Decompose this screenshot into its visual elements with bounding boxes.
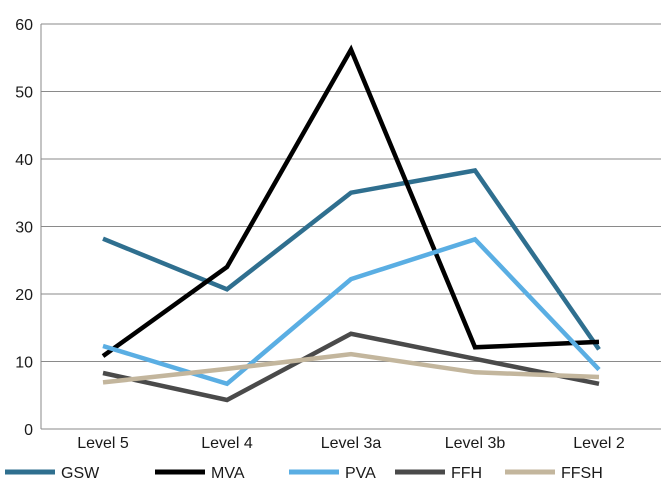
x-tick-label: Level 2 <box>573 435 625 452</box>
y-tick-label: 20 <box>15 287 33 304</box>
legend-label-ffh: FFH <box>451 465 482 482</box>
x-tick-label: Level 3a <box>321 435 382 452</box>
x-tick-label: Level 4 <box>201 435 253 452</box>
legend: GSW MVA PVA FFH FFSH <box>5 465 603 482</box>
y-tick-label: 10 <box>15 355 33 372</box>
legend-label-mva: MVA <box>211 465 245 482</box>
legend-label-gsw: GSW <box>61 465 100 482</box>
x-axis: Level 5 Level 4 Level 3a Level 3b Level 2 <box>41 428 661 452</box>
y-tick-label: 50 <box>15 85 33 102</box>
legend-label-pva: PVA <box>345 465 376 482</box>
series-lines <box>101 44 601 403</box>
y-tick-label: 40 <box>15 152 33 169</box>
x-tick-label: Level 5 <box>77 435 129 452</box>
y-tick-label: 60 <box>15 17 33 34</box>
legend-label-ffsh: FFSH <box>561 465 603 482</box>
series-line-pva <box>102 236 601 387</box>
y-tick-label: 30 <box>15 220 33 237</box>
y-axis: 0 10 20 30 40 50 60 <box>15 17 42 439</box>
x-tick-label: Level 3b <box>445 435 506 452</box>
gridlines <box>41 23 661 362</box>
y-tick-label: 0 <box>24 422 33 439</box>
series-line-gsw <box>102 168 601 351</box>
series-line-mva <box>101 44 600 358</box>
